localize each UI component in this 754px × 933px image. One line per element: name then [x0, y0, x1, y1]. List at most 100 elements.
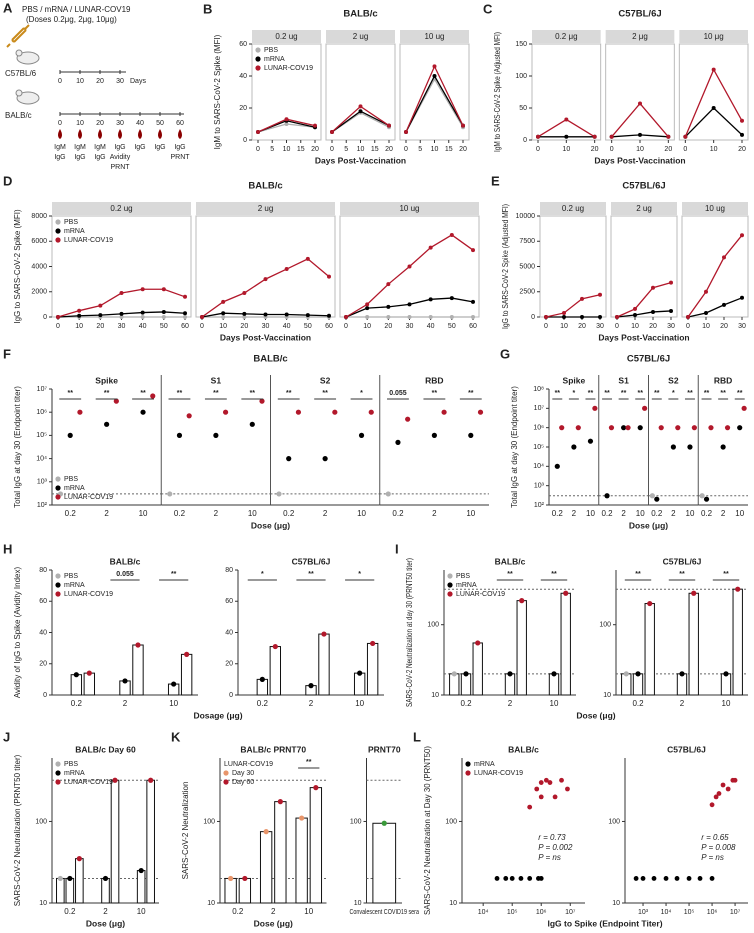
line-point [365, 315, 370, 319]
bar [180, 653, 193, 696]
legend-label: Day 60 [232, 779, 254, 786]
x-tick-label: 10 [248, 509, 257, 518]
panel-letter: L [413, 729, 421, 744]
blood-drop [78, 129, 82, 139]
y-tick-label: 10³ [534, 483, 545, 490]
legend-swatch [55, 582, 61, 588]
x-tick-label: 0.2 [701, 509, 713, 518]
y-tick-label: 2500 [519, 289, 535, 296]
x-tick-label: 10 [636, 146, 644, 153]
dot [135, 642, 141, 648]
line-point [722, 255, 726, 260]
y-axis-label: IgG to SARS-CoV-2 Spike (MFI) [13, 209, 22, 324]
x-tick-label: 50 [448, 323, 456, 330]
x-axis-label: Dose (μg) [254, 918, 293, 928]
significance: ** [621, 390, 627, 397]
line-point [313, 123, 317, 128]
x-tick-label: 0 [544, 323, 548, 330]
x-tick-label: 20 [720, 323, 728, 330]
bar [472, 642, 483, 696]
x-tick-label: 40 [427, 323, 435, 330]
x-tick-label: 10 [431, 146, 439, 153]
x-tick-label: 0 [686, 323, 690, 330]
scatter-point [518, 876, 524, 881]
y-tick-label: 10² [534, 502, 545, 509]
legend-label: LUNAR-COV19 [64, 237, 113, 244]
x-tick-label: 2 [432, 509, 437, 518]
significance: ** [468, 390, 474, 397]
facet-frame [681, 215, 749, 318]
y-tick-label: 60 [239, 41, 247, 48]
bar [548, 673, 560, 696]
line-point [242, 291, 247, 296]
x-tick-label: 0.2 [651, 509, 663, 518]
dot [276, 491, 282, 497]
dot [691, 425, 697, 431]
significance: ** [213, 390, 219, 397]
line-point [564, 134, 569, 139]
x-axis-label: IgG to Spike (Endpoint Titer) [547, 918, 662, 928]
dot [708, 425, 714, 431]
legend-label: mRNA [64, 582, 85, 589]
legend-label: PBS [64, 761, 78, 768]
line-point [161, 287, 166, 292]
dot [720, 444, 726, 450]
legend-label: mRNA [264, 56, 285, 63]
x-tick-label: 10 [631, 323, 639, 330]
y-tick-label: 10000 [516, 213, 536, 220]
blood-drop [158, 129, 162, 139]
dot [140, 409, 146, 415]
facet-title: RBD [714, 375, 732, 385]
series-line [201, 258, 330, 318]
panel-letter: G [500, 346, 510, 361]
syringe [6, 24, 30, 48]
chart-title: C57BL/6J [618, 9, 661, 20]
facet-strip [540, 202, 606, 215]
assay-label: IgG [114, 144, 125, 151]
y-tick-label: 0 [531, 314, 535, 321]
scatter-point [509, 876, 515, 881]
significance: ** [250, 390, 256, 397]
line-point [386, 304, 391, 309]
line-point [683, 134, 688, 139]
x-tick-label: 10⁶ [707, 909, 718, 916]
legend-swatch [447, 582, 453, 588]
day-label: 20 [96, 120, 104, 127]
x-tick-label: 0.2 [71, 699, 83, 708]
scatter-point [697, 876, 703, 881]
bar [644, 603, 655, 696]
legend-label: Day 30 [232, 770, 254, 777]
x-tick-label: 2 [508, 699, 513, 708]
dot [604, 493, 610, 499]
chart-title: C57BL/6J [622, 181, 665, 192]
dot [167, 491, 173, 497]
x-tick-label: 40 [283, 323, 291, 330]
y-axis-label: SARS-CoV-2 Neutralization [181, 782, 190, 880]
y-tick-label: 60 [225, 598, 233, 605]
treatment: PBS / mRNA / LUNAR-COV19 [22, 5, 131, 14]
x-tick-label: 10⁴ [478, 909, 489, 916]
series-line [405, 74, 464, 133]
x-tick-label: 2 [671, 509, 676, 518]
y-axis-label: IgM to SARS-CoV-2 Spike (Adjusted MFI) [493, 32, 502, 152]
y-tick-label: 10 [612, 900, 620, 907]
x-tick-label: 0 [56, 323, 60, 330]
facet-frame [195, 215, 336, 318]
y-tick-label: 150 [515, 41, 527, 48]
y-tick-label: 6000 [31, 238, 47, 245]
assay-label: Avidity [110, 154, 131, 161]
x-tick-label: 2 [309, 699, 314, 708]
bar [274, 801, 287, 904]
x-tick-label: 20 [591, 146, 599, 153]
significance: ** [306, 759, 312, 766]
legend-label: LUNAR-COV19 [64, 591, 113, 598]
x-tick-label: 10 [722, 699, 731, 708]
x-tick-label: 10 [560, 323, 568, 330]
panel-letter: B [203, 1, 212, 16]
dot [73, 672, 79, 678]
x-tick-label: 60 [181, 323, 189, 330]
line-point [740, 118, 744, 123]
dot [148, 777, 154, 783]
assay-label: IgG [94, 154, 105, 161]
significance: ** [704, 390, 710, 397]
